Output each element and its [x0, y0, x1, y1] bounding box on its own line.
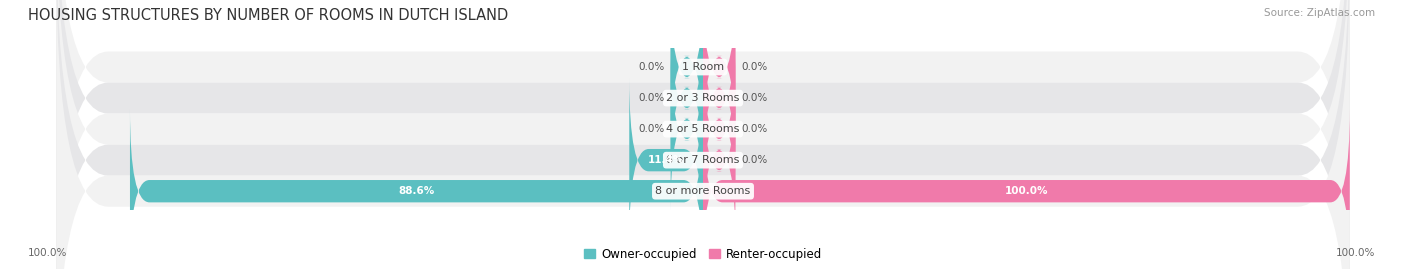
Text: 1 Room: 1 Room [682, 62, 724, 72]
FancyBboxPatch shape [56, 0, 1350, 269]
Legend: Owner-occupied, Renter-occupied: Owner-occupied, Renter-occupied [579, 243, 827, 265]
Text: 11.4%: 11.4% [648, 155, 685, 165]
Text: 0.0%: 0.0% [638, 124, 664, 134]
Text: 6 or 7 Rooms: 6 or 7 Rooms [666, 155, 740, 165]
Text: 0.0%: 0.0% [742, 93, 768, 103]
FancyBboxPatch shape [630, 78, 703, 242]
FancyBboxPatch shape [703, 47, 735, 211]
FancyBboxPatch shape [671, 16, 703, 180]
Text: 4 or 5 Rooms: 4 or 5 Rooms [666, 124, 740, 134]
FancyBboxPatch shape [56, 0, 1350, 269]
FancyBboxPatch shape [671, 0, 703, 149]
Text: Source: ZipAtlas.com: Source: ZipAtlas.com [1264, 8, 1375, 18]
Text: 0.0%: 0.0% [742, 124, 768, 134]
FancyBboxPatch shape [56, 0, 1350, 269]
FancyBboxPatch shape [56, 0, 1350, 269]
Text: 100.0%: 100.0% [28, 248, 67, 258]
FancyBboxPatch shape [56, 0, 1350, 269]
Text: HOUSING STRUCTURES BY NUMBER OF ROOMS IN DUTCH ISLAND: HOUSING STRUCTURES BY NUMBER OF ROOMS IN… [28, 8, 509, 23]
FancyBboxPatch shape [703, 0, 735, 149]
Text: 0.0%: 0.0% [638, 93, 664, 103]
Text: 100.0%: 100.0% [1336, 248, 1375, 258]
FancyBboxPatch shape [703, 16, 735, 180]
FancyBboxPatch shape [703, 109, 1350, 269]
Text: 0.0%: 0.0% [638, 62, 664, 72]
Text: 100.0%: 100.0% [1005, 186, 1047, 196]
Text: 0.0%: 0.0% [742, 155, 768, 165]
FancyBboxPatch shape [129, 109, 703, 269]
Text: 2 or 3 Rooms: 2 or 3 Rooms [666, 93, 740, 103]
Text: 8 or more Rooms: 8 or more Rooms [655, 186, 751, 196]
Text: 88.6%: 88.6% [398, 186, 434, 196]
FancyBboxPatch shape [671, 47, 703, 211]
Text: 0.0%: 0.0% [742, 62, 768, 72]
FancyBboxPatch shape [703, 78, 735, 242]
